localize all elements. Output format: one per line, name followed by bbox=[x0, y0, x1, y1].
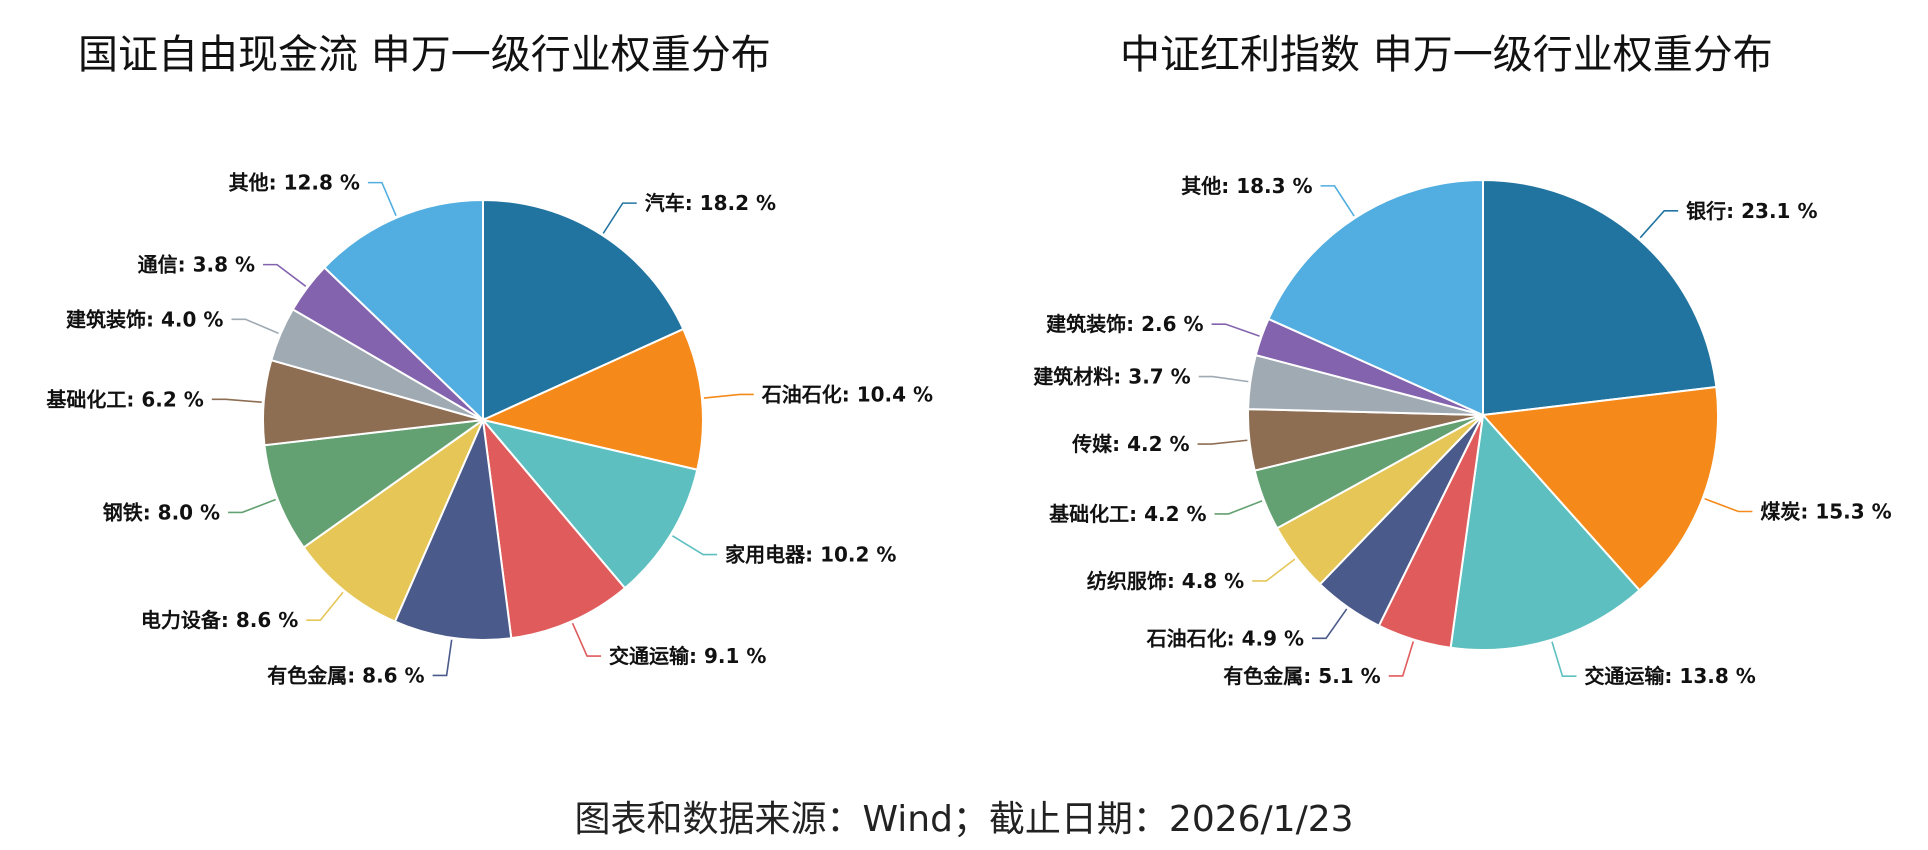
leader-line-0-6 bbox=[228, 498, 277, 514]
pie-slice-1-0 bbox=[1482, 178, 1718, 417]
slice-label-0-8: 建筑装饰: 4.0 % bbox=[66, 307, 223, 331]
leader-line-1-0 bbox=[1639, 209, 1679, 239]
leader-line-0-7 bbox=[211, 398, 262, 404]
slice-label-1-6: 基础化工: 4.2 % bbox=[1049, 502, 1206, 526]
pie-slice-0-10 bbox=[322, 198, 484, 423]
slice-label-1-4: 石油石化: 4.9 % bbox=[1146, 626, 1304, 650]
slice-label-0-10: 其他: 12.8 % bbox=[229, 171, 360, 195]
leader-line-0-1 bbox=[703, 393, 754, 399]
leader-line-0-8 bbox=[231, 318, 279, 335]
slice-label-1-7: 传媒: 4.2 % bbox=[1071, 432, 1189, 456]
leader-line-1-9 bbox=[1211, 323, 1260, 337]
slice-label-1-3: 有色金属: 5.1 % bbox=[1223, 664, 1380, 688]
pie-slice-0-2 bbox=[480, 418, 699, 590]
pie-slice-0-4 bbox=[393, 416, 513, 641]
slice-label-1-0: 银行: 23.1 % bbox=[1686, 199, 1817, 223]
data-source-footer: 图表和数据来源：Wind；截止日期：2026/1/23 bbox=[574, 799, 1354, 840]
slice-label-1-5: 纺织服饰: 4.8 % bbox=[1087, 569, 1244, 593]
leader-line-1-5 bbox=[1252, 558, 1296, 582]
slice-label-1-8: 建筑材料: 3.7 % bbox=[1033, 365, 1190, 389]
pie-chart-right: 银行: 23.1 % 煤炭: 15.3 % 交通运输: 13.8 % 有色金属: 5.… bbox=[1033, 174, 1891, 688]
slice-label-0-2: 家用电器: 10.2 % bbox=[725, 543, 896, 567]
leader-line-0-4 bbox=[432, 639, 453, 677]
pie-slice-0-1 bbox=[479, 327, 704, 471]
leader-line-0-9 bbox=[263, 263, 307, 287]
slice-label-0-6: 钢铁: 8.0 % bbox=[103, 500, 220, 524]
slice-label-1-10: 其他: 18.3 % bbox=[1181, 174, 1312, 198]
slice-label-1-1: 煤炭: 15.3 % bbox=[1760, 499, 1891, 523]
leader-line-1-10 bbox=[1320, 185, 1355, 217]
slice-label-0-0: 汽车: 18.2 % bbox=[645, 191, 776, 215]
leader-line-1-3 bbox=[1388, 641, 1415, 677]
pie-chart-left: 汽车: 18.2 % 石油石化: 10.4 % 家用电器: 10.2 % 交通运输: … bbox=[46, 171, 933, 688]
pie-slice-1-2 bbox=[1449, 412, 1641, 651]
leader-line-0-10 bbox=[367, 181, 397, 217]
leader-line-1-8 bbox=[1198, 375, 1249, 383]
pie-slice-1-1 bbox=[1480, 385, 1719, 592]
slice-label-1-2: 交通运输: 13.8 % bbox=[1584, 664, 1755, 688]
pie-slice-0-5 bbox=[302, 417, 486, 623]
chart-title-left: 国证自由现金流 申万一级行业权重分布 bbox=[78, 32, 771, 78]
slice-label-0-5: 电力设备: 8.6 % bbox=[141, 608, 298, 632]
pie-slice-0-0 bbox=[482, 198, 685, 422]
pie-slice-0-6 bbox=[263, 419, 484, 549]
slice-label-0-4: 有色金属: 8.6 % bbox=[267, 663, 424, 687]
pie-slice-0-3 bbox=[481, 416, 627, 640]
leader-line-0-5 bbox=[306, 591, 344, 622]
slice-label-1-9: 建筑装饰: 2.6 % bbox=[1046, 312, 1203, 336]
leader-line-0-3 bbox=[571, 622, 602, 657]
slice-label-0-9: 通信: 3.8 % bbox=[138, 253, 255, 277]
pie-slice-1-10 bbox=[1267, 178, 1484, 417]
leader-line-1-1 bbox=[1704, 498, 1753, 513]
leader-line-1-2 bbox=[1551, 641, 1577, 677]
slice-label-0-1: 石油石化: 10.4 % bbox=[761, 382, 933, 406]
leader-line-1-4 bbox=[1312, 608, 1348, 640]
leader-line-1-7 bbox=[1197, 439, 1248, 445]
chart-title-right: 中证红利指数 申万一级行业权重分布 bbox=[1120, 32, 1773, 78]
leader-line-0-0 bbox=[602, 202, 637, 234]
leader-line-0-2 bbox=[671, 535, 718, 556]
leader-line-1-6 bbox=[1214, 500, 1263, 515]
slice-label-0-7: 基础化工: 6.2 % bbox=[46, 387, 203, 411]
slice-label-0-3: 交通运输: 9.1 % bbox=[609, 644, 766, 668]
pie-charts: 汽车: 18.2 % 石油石化: 10.4 % 家用电器: 10.2 % 交通运输: … bbox=[46, 171, 1891, 689]
